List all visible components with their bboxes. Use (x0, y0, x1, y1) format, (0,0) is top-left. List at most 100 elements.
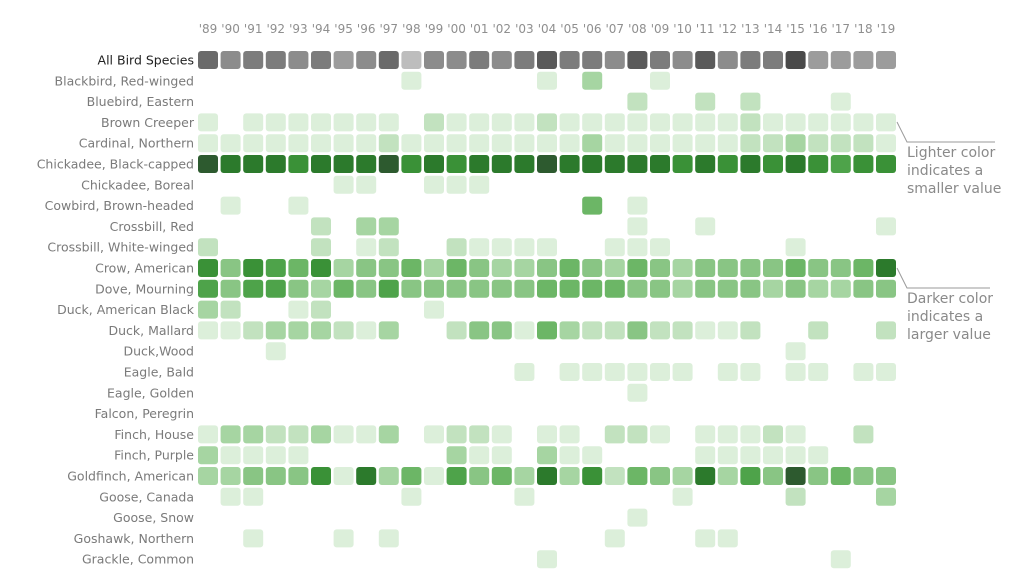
heatmap-cell (627, 425, 648, 444)
heatmap-cell (876, 279, 896, 298)
heatmap-cell (311, 155, 331, 173)
heatmap-cell (378, 321, 399, 340)
heatmap-cell (740, 134, 761, 153)
heatmap-cell (469, 175, 490, 194)
year-label: '12 (719, 22, 738, 36)
heatmap-cell (537, 259, 557, 277)
heatmap-cell (514, 321, 535, 340)
heatmap-cell (627, 467, 648, 485)
species-labels: All Bird Species Blackbird, Red-winged Blu… (37, 53, 195, 567)
heatmap-cell (198, 134, 218, 153)
heatmap-cell (356, 425, 377, 444)
heatmap-cell (198, 155, 218, 173)
heatmap-cell (627, 196, 648, 215)
heatmap-cell (582, 467, 603, 485)
heatmap-cell (491, 113, 512, 132)
heatmap-cell (469, 51, 490, 69)
heatmap-cell (785, 134, 806, 153)
heatmap-cell (288, 279, 309, 298)
heatmap-cell (469, 446, 490, 465)
heatmap-cell (333, 51, 354, 69)
heatmap-cell (220, 259, 241, 277)
heatmap-cell (491, 259, 512, 277)
heatmap-cell (356, 259, 377, 277)
year-label: '04 (538, 22, 557, 36)
heatmap-cell (627, 279, 648, 298)
heatmap-cell (559, 51, 580, 69)
heatmap-cell (830, 134, 851, 153)
row-label: Chickadee, Black-capped (37, 157, 194, 172)
heatmap-cell (243, 467, 264, 485)
annotation-darker-line-3: larger value (907, 327, 991, 343)
heatmap-cell (288, 321, 309, 340)
heatmap-cell (627, 51, 648, 69)
heatmap-cell (265, 425, 286, 444)
heatmap-cell (537, 467, 557, 485)
heatmap-cell (604, 155, 625, 173)
heatmap-cell (695, 425, 716, 444)
heatmap-cell (446, 113, 467, 132)
heatmap-cell (356, 155, 377, 173)
heatmap-cell (672, 155, 693, 173)
heatmap-cell (333, 279, 354, 298)
heatmap-cell (333, 259, 354, 277)
heatmap-cell (604, 51, 625, 69)
heatmap-cell (198, 113, 218, 132)
heatmap-cell (424, 259, 444, 277)
heatmap-cell (446, 238, 467, 257)
heatmap-cell (356, 175, 377, 194)
heatmap-cell (808, 467, 829, 485)
heatmap-cell (650, 113, 670, 132)
heatmap-cell (582, 363, 603, 381)
heatmap-cell (198, 51, 218, 69)
heatmap-cell (559, 259, 580, 277)
heatmap-cell (333, 134, 354, 153)
heatmap-cell (288, 51, 309, 69)
heatmap-cell (785, 446, 806, 465)
heatmap-cell (853, 467, 874, 485)
heatmap-cell (401, 279, 422, 298)
heatmap-cell (401, 259, 422, 277)
row-label: Duck, Mallard (108, 323, 194, 338)
heatmap-cell (288, 467, 309, 485)
heatmap-cell (717, 425, 738, 444)
heatmap-cell (695, 217, 716, 236)
heatmap-cell (446, 279, 467, 298)
heatmap-cell (627, 238, 648, 257)
heatmap-cell (401, 51, 422, 69)
heatmap-cell (311, 238, 331, 257)
year-label: '97 (380, 22, 399, 36)
heatmap-cell (378, 259, 399, 277)
heatmap-cell (446, 51, 467, 69)
heatmap-cell (220, 196, 241, 215)
heatmap-cell (265, 467, 286, 485)
annotation-darker-line-2: indicates a (907, 309, 983, 325)
heatmap-cell (785, 238, 806, 257)
heatmap-cell (311, 300, 331, 319)
heatmap-cell (311, 321, 331, 340)
heatmap-cell (717, 446, 738, 465)
heatmap-cell (288, 300, 309, 319)
heatmap-cell (243, 113, 264, 132)
heatmap-cell (378, 217, 399, 236)
heatmap-cell (491, 238, 512, 257)
heatmap-cell (627, 155, 648, 173)
heatmap-cell (763, 134, 783, 153)
heatmap-cell (424, 300, 444, 319)
heatmap-cell (198, 425, 218, 444)
heatmap-cell (514, 279, 535, 298)
heatmap-cell (333, 321, 354, 340)
heatmap-cell (582, 259, 603, 277)
heatmap-cell (424, 51, 444, 69)
year-label: '19 (877, 22, 896, 36)
heatmap-cell (763, 51, 783, 69)
year-label: '03 (515, 22, 534, 36)
heatmap-cell (695, 92, 716, 111)
heatmap-cell (830, 155, 851, 173)
heatmap-cell (243, 259, 264, 277)
row-label: Dove, Mourning (95, 281, 194, 296)
year-axis-labels: '89'90 '91 '92'93 '94'95 '96 '97'98 '99'00 '01 '… (199, 22, 896, 36)
row-label: Finch, House (114, 427, 194, 442)
heatmap-cell (876, 113, 896, 132)
heatmap-cell (401, 71, 422, 90)
